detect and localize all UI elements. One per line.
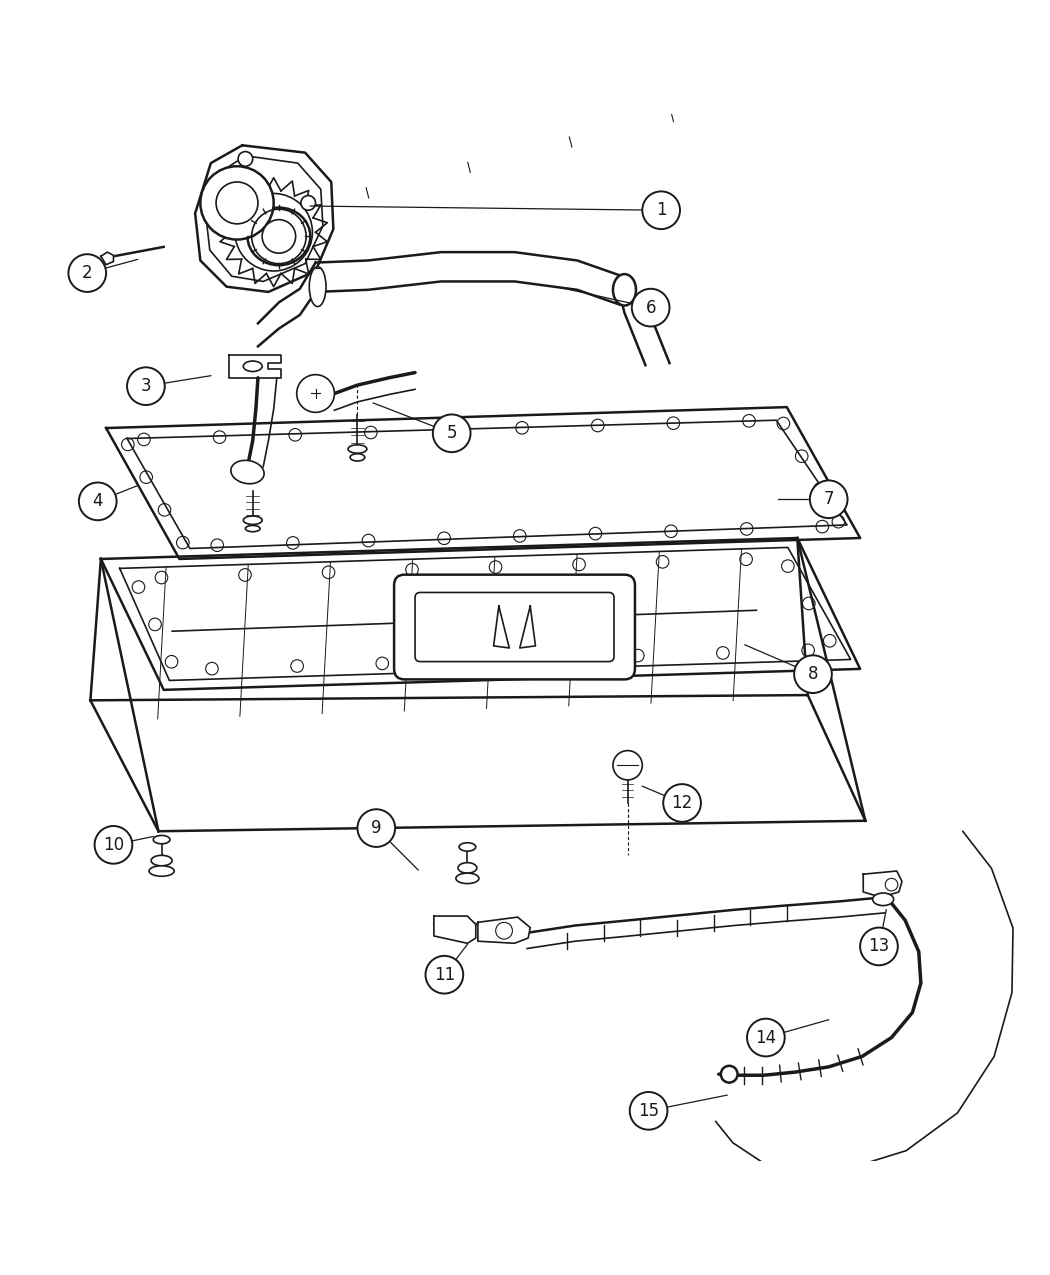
Circle shape xyxy=(357,810,395,847)
Polygon shape xyxy=(106,407,860,558)
Ellipse shape xyxy=(244,516,262,524)
Ellipse shape xyxy=(348,445,366,453)
Circle shape xyxy=(127,367,165,405)
Text: 7: 7 xyxy=(823,491,834,509)
Text: 13: 13 xyxy=(868,937,889,955)
Circle shape xyxy=(238,152,253,166)
Text: 3: 3 xyxy=(141,377,151,395)
Polygon shape xyxy=(101,252,113,265)
Ellipse shape xyxy=(153,835,170,844)
Ellipse shape xyxy=(149,866,174,876)
Circle shape xyxy=(262,219,296,254)
Circle shape xyxy=(664,784,701,822)
Circle shape xyxy=(235,194,313,272)
Circle shape xyxy=(425,956,463,993)
FancyBboxPatch shape xyxy=(394,575,635,680)
Ellipse shape xyxy=(244,361,262,371)
Polygon shape xyxy=(195,145,333,292)
Circle shape xyxy=(860,928,898,965)
Text: 11: 11 xyxy=(434,965,455,984)
Polygon shape xyxy=(101,538,860,690)
Circle shape xyxy=(94,826,132,863)
Circle shape xyxy=(433,414,470,453)
Text: 4: 4 xyxy=(92,492,103,510)
Circle shape xyxy=(68,254,106,292)
Text: 12: 12 xyxy=(671,794,693,812)
Circle shape xyxy=(721,1066,737,1082)
Circle shape xyxy=(810,481,847,518)
Polygon shape xyxy=(494,606,509,648)
Circle shape xyxy=(301,195,316,210)
Circle shape xyxy=(201,166,274,240)
Circle shape xyxy=(632,288,670,326)
Polygon shape xyxy=(478,917,530,943)
Polygon shape xyxy=(229,354,281,377)
Ellipse shape xyxy=(248,208,311,265)
Circle shape xyxy=(79,482,117,520)
Text: 15: 15 xyxy=(638,1102,659,1119)
Ellipse shape xyxy=(151,856,172,866)
Circle shape xyxy=(613,751,643,780)
Ellipse shape xyxy=(246,525,260,532)
Circle shape xyxy=(794,655,832,694)
Ellipse shape xyxy=(231,460,265,483)
Ellipse shape xyxy=(873,892,894,905)
Text: 5: 5 xyxy=(446,425,457,442)
Polygon shape xyxy=(520,606,536,648)
Polygon shape xyxy=(863,871,902,898)
Text: 6: 6 xyxy=(646,298,656,316)
Polygon shape xyxy=(434,915,476,944)
Ellipse shape xyxy=(456,873,479,884)
Circle shape xyxy=(630,1091,668,1130)
Circle shape xyxy=(643,191,680,230)
Circle shape xyxy=(747,1019,784,1057)
Text: 2: 2 xyxy=(82,264,92,282)
Text: 9: 9 xyxy=(371,819,381,838)
Ellipse shape xyxy=(459,843,476,852)
Text: 1: 1 xyxy=(656,201,667,219)
Text: 14: 14 xyxy=(755,1029,776,1047)
Ellipse shape xyxy=(310,266,327,306)
Ellipse shape xyxy=(613,274,636,306)
Ellipse shape xyxy=(350,454,364,462)
Ellipse shape xyxy=(458,863,477,873)
Text: 10: 10 xyxy=(103,836,124,854)
Text: 8: 8 xyxy=(807,666,818,683)
Circle shape xyxy=(297,375,334,412)
